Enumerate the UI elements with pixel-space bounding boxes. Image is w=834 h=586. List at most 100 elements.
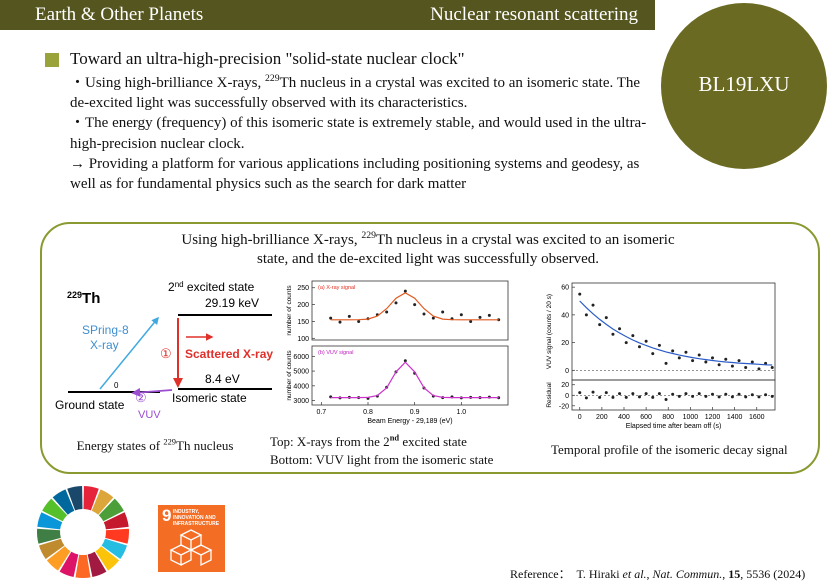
data-point (644, 339, 648, 343)
panel-title: (a) X-ray signal (318, 285, 355, 291)
plot-frame (571, 282, 776, 381)
data-point (618, 392, 622, 396)
sdg-wheel-segment (91, 489, 114, 515)
data-point (469, 319, 473, 323)
energy-diagram: 229Th 2nd excited state 29.19 keV SPring… (55, 280, 273, 421)
data-point (750, 393, 754, 397)
x-tick-label: 1400 (727, 414, 743, 421)
chart: 100 150 200 250 (a) X-ray signal number of co… (286, 280, 509, 343)
data-point (357, 319, 361, 323)
sdg-wheel-segment (105, 528, 130, 544)
text: excited state (399, 434, 467, 449)
y-tick-label: 20 (561, 382, 569, 389)
y-tick-label: 100 (297, 336, 309, 343)
text: ・Using high-brilliance X-rays, (70, 75, 265, 91)
x-axis-label: Elapsed time after beam off (s) (626, 423, 722, 430)
title-marker (45, 53, 59, 67)
x-tick-label: 0.8 (363, 409, 373, 416)
ground-energy: 0 (114, 381, 119, 390)
figure2-caption: Top: X-rays from the 2nd excited state B… (270, 433, 493, 469)
header-bar (0, 0, 655, 30)
data-point (403, 359, 407, 363)
sdg-wheel-segment (103, 512, 129, 530)
data-point (764, 361, 768, 365)
data-point (598, 395, 602, 399)
fit-line (330, 361, 499, 399)
data-point (671, 349, 675, 353)
plot-frame (311, 345, 509, 406)
data-point (598, 323, 602, 327)
x-tick-label: 1.0 (456, 409, 466, 416)
chart: 3000 4000 5000 6000 0.7 0.8 0.9 1.0 (b) VUV sign… (286, 345, 509, 425)
data-point (717, 395, 721, 399)
data-point (717, 363, 721, 367)
x-tick-label: 800 (662, 414, 674, 421)
data-point (697, 392, 701, 396)
text: Th (82, 290, 100, 307)
data-point (710, 356, 714, 360)
text: Th nucleus in a crystal was excited to a… (70, 75, 641, 112)
plot-frame (311, 280, 509, 341)
excitation-arrow (99, 316, 159, 390)
data-point (724, 392, 728, 396)
y-tick-label: 250 (297, 285, 309, 292)
data-point (704, 394, 708, 398)
data-point (459, 313, 463, 317)
data-point (664, 397, 668, 401)
text: 2 (168, 280, 175, 294)
sdg-wheel-segment (52, 489, 75, 515)
x-tick-label: 1600 (749, 414, 765, 421)
data-point (618, 327, 622, 331)
data-point (637, 345, 641, 349)
data-point (657, 343, 661, 347)
data-point (478, 315, 482, 319)
chart: 0 20 40 60 VUV signal (counts / 20 s) (546, 282, 776, 381)
isomer-energy: 8.4 eV (205, 372, 240, 386)
sdg-wheel-segment (59, 551, 79, 577)
source-label: SPring-8 (82, 323, 129, 337)
y-tick-label: 150 (297, 319, 309, 326)
x-tick-label: 600 (640, 414, 652, 421)
y-axis-label: Residual (546, 382, 553, 408)
superscript: 229 (163, 436, 177, 447)
badge-label: BL19LXU (698, 72, 790, 96)
icon-cube (189, 544, 213, 567)
data-point (651, 352, 655, 356)
sdg-wheel-segment (75, 554, 91, 579)
data-point (631, 334, 635, 338)
excited-energy: 29.19 keV (205, 296, 259, 310)
sdg-wheel-segment (67, 486, 83, 511)
text: , 5536 (2024) (740, 567, 806, 581)
superscript: 229 (264, 73, 280, 84)
data-point (624, 341, 628, 345)
data-point (744, 395, 748, 399)
data-point (487, 313, 491, 317)
panel-heading: Using high-brilliance X-rays, 229Th nucl… (170, 231, 686, 269)
source-beam-label: X-ray (90, 338, 119, 352)
data-point (737, 392, 741, 396)
data-point (611, 332, 615, 336)
y-tick-label: 0 (565, 393, 569, 400)
data-point (422, 312, 426, 316)
text: Th nucleus in a crystal was excited to a… (257, 232, 675, 267)
data-point (584, 313, 588, 317)
caption-line: Top: X-rays from the 2nd excited state (270, 433, 493, 451)
figure3-caption: Temporal profile of the isomeric decay s… (551, 442, 788, 457)
sdg-wheel-segment (87, 551, 107, 577)
data-point (578, 391, 582, 395)
text: T. Hiraki (576, 567, 623, 581)
text: excited state (184, 280, 255, 294)
sdg-number: 9 (162, 506, 172, 525)
x-tick-label: 0.7 (316, 409, 326, 416)
data-point (724, 357, 728, 361)
text: , (722, 567, 729, 581)
data-point (737, 359, 741, 363)
superscript: nd (389, 432, 400, 443)
data-point (644, 392, 648, 396)
data-point (757, 395, 761, 399)
sdg-tile (158, 505, 225, 572)
data-point (611, 395, 615, 399)
